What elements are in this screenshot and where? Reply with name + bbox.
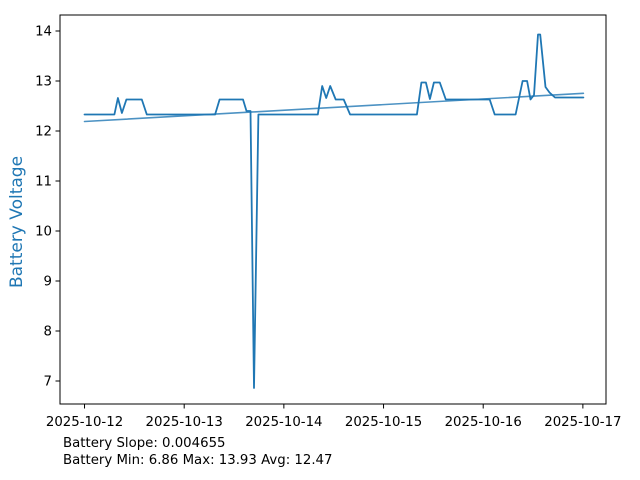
battery-stats-caption: Battery Min: 6.86 Max: 13.93 Avg: 12.47 [63,453,333,468]
x-tick-label: 2025-10-12 [46,415,123,430]
y-tick-label: 13 [35,75,52,90]
y-tick-label: 9 [44,275,52,290]
x-tick-label: 2025-10-14 [245,415,322,430]
plot-border [59,14,607,405]
battery-voltage-line [83,33,585,389]
y-tick-label: 11 [35,175,52,190]
y-tick-label: 8 [44,325,52,340]
x-tick-label: 2025-10-17 [544,415,621,430]
x-tick-label: 2025-10-16 [445,415,522,430]
x-tick-label: 2025-10-15 [345,415,422,430]
y-tick-label: 10 [35,225,52,240]
y-tick-label: 7 [44,375,52,390]
y-axis-title: Battery Voltage [7,155,27,289]
y-tick-label: 14 [35,25,52,40]
battery-slope-caption: Battery Slope: 0.004655 [63,436,226,451]
trend-line [83,92,585,123]
x-tick-label: 2025-10-13 [146,415,223,430]
y-tick-label: 12 [35,125,52,140]
